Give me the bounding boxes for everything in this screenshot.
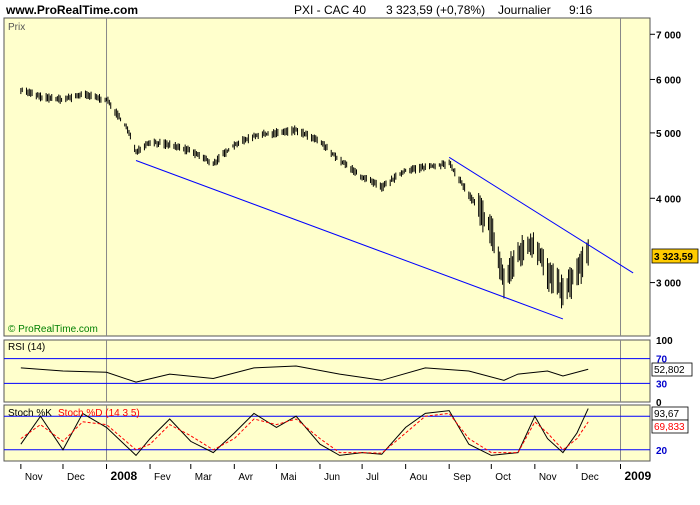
trendline — [448, 156, 634, 274]
x-tick-label: Nov — [25, 472, 43, 483]
price-layer — [20, 87, 634, 320]
rsi-y-tick-label: 70 — [656, 355, 668, 366]
rsi-y-tick-label: 30 — [656, 379, 668, 390]
last-price-label: 3 323,59 — [654, 252, 693, 263]
instrument-name: PXI - CAC 40 — [294, 3, 366, 17]
x-tick-label: Jun — [324, 472, 340, 483]
x-tick-label: Dec — [67, 472, 85, 483]
rsi-layer — [4, 358, 650, 384]
x-tick-label: Jul — [366, 472, 379, 483]
x-tick-label: 2009 — [625, 469, 652, 483]
x-tick-label: Mar — [195, 472, 213, 483]
x-tick-label: Sep — [453, 472, 471, 483]
x-tick-label: Fev — [154, 472, 171, 483]
rsi-value-label: 52,802 — [654, 365, 685, 376]
stoch-d-value: 69,833 — [654, 422, 685, 433]
price-y-tick-label: 6 000 — [656, 75, 681, 86]
period-label: Journalier — [498, 3, 551, 17]
copyright-label: © ProRealTime.com — [8, 324, 98, 335]
stoch-k-label: Stoch %K — [8, 408, 52, 419]
stoch-k-line — [20, 408, 589, 457]
stoch-y-tick-label: 20 — [656, 446, 668, 457]
price-panel-label: Prix — [8, 22, 25, 33]
stoch-d-label: Stoch %D (14 3 5) — [58, 408, 140, 419]
x-tick-label: Nov — [539, 472, 557, 483]
x-tick-label: Avr — [238, 472, 253, 483]
rsi-panel — [3, 339, 651, 403]
stoch-panel — [3, 404, 651, 462]
price-y-tick-label: 4 000 — [656, 194, 681, 205]
rsi-panel-label: RSI (14) — [8, 342, 45, 353]
rsi-line — [20, 365, 589, 383]
stoch-layer — [4, 408, 650, 457]
last-price-badge — [651, 248, 699, 264]
x-tick-label: Dec — [581, 472, 599, 483]
instrument-quote: 3 323,59 (+0,78%) — [386, 3, 485, 17]
x-tick-label: Mai — [280, 472, 296, 483]
trendline — [135, 160, 564, 320]
price-panel — [3, 17, 651, 337]
x-tick-label: Aou — [410, 472, 428, 483]
rsi-y-tick-label: 0 — [656, 398, 662, 409]
x-tick-label: 2008 — [111, 469, 138, 483]
stoch-k-value: 93,67 — [654, 409, 679, 420]
price-y-tick-label: 7 000 — [656, 30, 681, 41]
stoch-d-badge — [651, 419, 689, 434]
stoch-d-line — [20, 412, 589, 454]
price-y-tick-label: 5 000 — [656, 129, 681, 140]
price-y-tick-label: 3 000 — [656, 279, 681, 290]
rsi-y-tick-label: 100 — [656, 336, 673, 347]
grid — [106, 18, 622, 461]
rsi-value-badge — [651, 362, 693, 377]
site-title: www.ProRealTime.com — [5, 3, 138, 17]
x-tick-label: Oct — [495, 472, 511, 483]
time-label: 9:16 — [569, 3, 593, 17]
